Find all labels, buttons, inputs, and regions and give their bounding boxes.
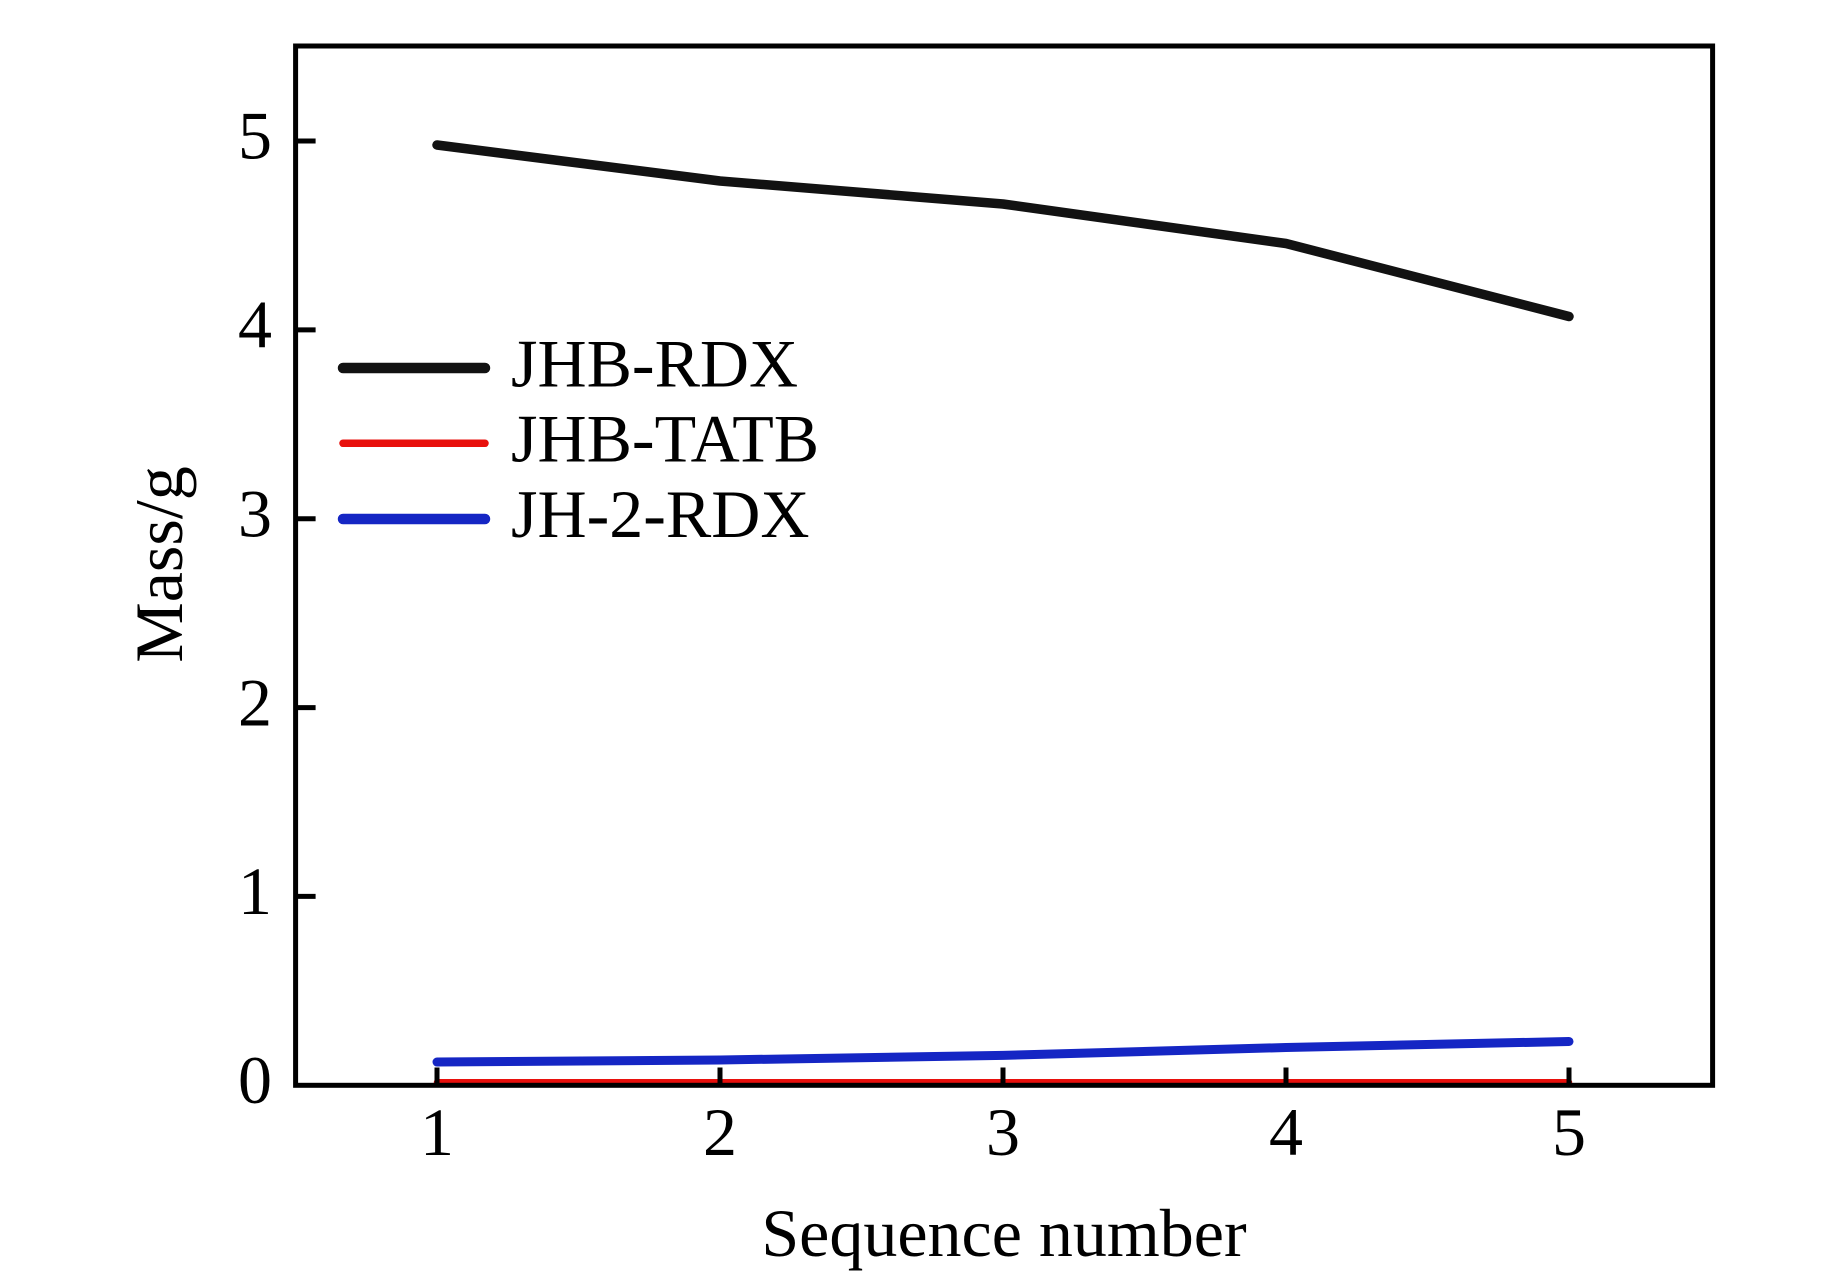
svg-text:3: 3: [238, 475, 272, 551]
svg-text:Mass/g: Mass/g: [121, 466, 197, 662]
svg-text:JHB-RDX: JHB-RDX: [511, 326, 798, 402]
svg-text:2: 2: [703, 1094, 737, 1170]
svg-text:1: 1: [420, 1094, 454, 1170]
svg-text:3: 3: [986, 1094, 1020, 1170]
svg-text:JH-2-RDX: JH-2-RDX: [511, 476, 809, 552]
svg-text:5: 5: [1552, 1094, 1586, 1170]
svg-text:0: 0: [238, 1042, 272, 1118]
svg-text:JHB-TATB: JHB-TATB: [511, 401, 819, 477]
svg-text:4: 4: [238, 287, 272, 363]
svg-text:5: 5: [238, 98, 272, 174]
svg-text:1: 1: [238, 853, 272, 929]
svg-text:Sequence number: Sequence number: [761, 1195, 1247, 1271]
svg-text:4: 4: [1269, 1094, 1303, 1170]
svg-text:2: 2: [238, 664, 272, 740]
